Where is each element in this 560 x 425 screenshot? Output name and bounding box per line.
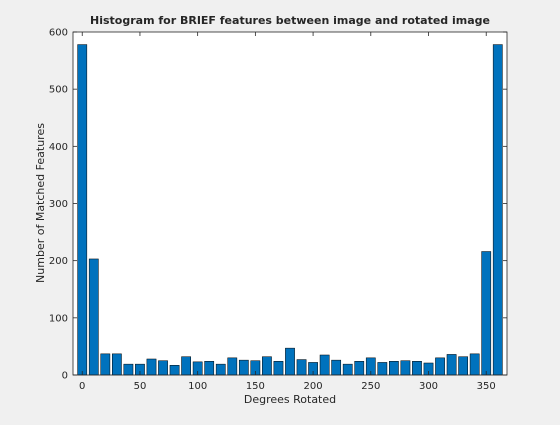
bar	[400, 360, 411, 376]
chart-title: Histogram for BRIEF features between ima…	[90, 14, 490, 27]
bar	[146, 358, 157, 376]
bar	[481, 251, 492, 376]
y-tick-label: 0	[62, 371, 68, 382]
bar	[342, 363, 353, 376]
bar	[354, 361, 365, 376]
plot-area	[73, 32, 507, 375]
bar	[285, 347, 295, 376]
y-tick-label: 500	[49, 85, 68, 96]
x-tick-label: 300	[419, 381, 438, 392]
bar	[331, 359, 342, 376]
bar	[238, 359, 249, 376]
bar	[262, 356, 272, 376]
x-axis-label: Degrees Rotated	[244, 393, 336, 406]
bar	[158, 360, 168, 376]
x-tick-label: 100	[188, 381, 207, 392]
y-tick-label: 400	[49, 142, 68, 153]
y-tick-label: 600	[49, 28, 68, 39]
bar	[492, 44, 503, 376]
bar	[204, 361, 215, 376]
x-tick-label: 200	[304, 381, 323, 392]
bar	[296, 359, 307, 376]
y-axis-ticks: 0 100 200 300 400 500 600	[49, 28, 507, 382]
x-axis-ticks: 0 50 100 150 200 250 300 350	[79, 32, 496, 392]
bar	[319, 354, 330, 376]
bar	[227, 357, 238, 376]
bar	[469, 353, 480, 376]
y-tick-label: 100	[49, 313, 68, 324]
x-tick-label: 0	[79, 381, 85, 392]
x-tick-label: 150	[246, 381, 265, 392]
bar	[169, 365, 180, 376]
bar	[100, 353, 111, 376]
bar	[215, 363, 226, 376]
x-tick-label: 350	[477, 381, 496, 392]
y-tick-label: 300	[49, 199, 68, 210]
x-tick-label: 50	[134, 381, 147, 392]
bar	[273, 361, 284, 376]
bar	[389, 361, 399, 376]
bar	[77, 44, 88, 376]
y-axis-label: Number of Matched Features	[34, 123, 47, 283]
bar	[435, 357, 445, 376]
bar	[377, 362, 388, 376]
bar	[458, 356, 469, 376]
bar	[123, 363, 134, 376]
bar	[412, 361, 422, 376]
x-tick-label: 250	[361, 381, 380, 392]
bar	[88, 258, 99, 376]
bar	[111, 353, 122, 376]
bar	[446, 354, 457, 376]
bar	[181, 356, 191, 376]
y-tick-label: 200	[49, 256, 68, 267]
